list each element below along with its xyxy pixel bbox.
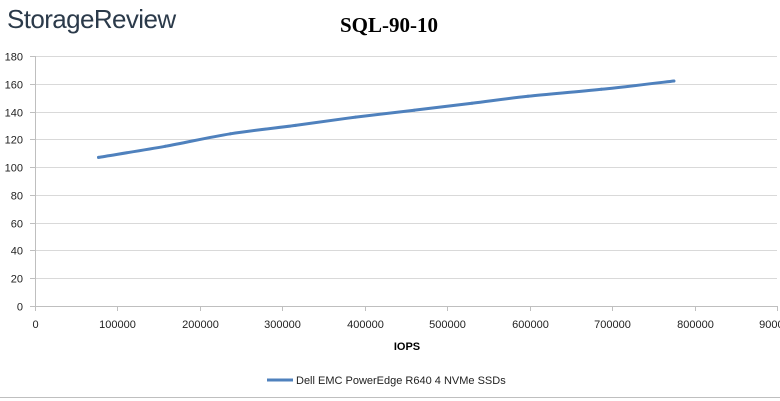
x-tick-label: 400000: [347, 319, 384, 331]
y-tick-label: 60: [11, 219, 23, 231]
data-point: [672, 79, 676, 83]
axes: [30, 56, 778, 311]
data-point: [97, 155, 100, 159]
legend-label: Dell EMC PowerEdge R640 4 NVMe SSDs: [296, 375, 506, 387]
y-tick-label: 100: [5, 163, 23, 175]
x-tick-label: 300000: [264, 319, 301, 331]
brand-logo: StorageReview: [7, 4, 176, 34]
x-tick-label: 900000: [759, 319, 780, 331]
x-tick-label: 600000: [512, 319, 549, 331]
y-tick-label: 80: [11, 191, 23, 203]
data-point: [228, 132, 232, 136]
y-tick-label: 160: [5, 80, 23, 92]
data-point: [354, 115, 358, 119]
y-tick-label: 40: [11, 246, 23, 258]
series-line: [97, 79, 676, 159]
x-tick-label: 200000: [182, 319, 219, 331]
gridlines: [35, 56, 777, 279]
x-tick-label: 0: [32, 319, 38, 331]
series-layer: [97, 79, 676, 159]
y-tick-label: 20: [11, 274, 23, 286]
y-tick-label: 140: [5, 108, 23, 120]
y-axis-ticks: 0 20 40 60 80 100 120 140 160 180: [5, 52, 23, 314]
x-tick-label: 800000: [677, 319, 714, 331]
data-point: [526, 94, 530, 98]
data-point: [470, 101, 474, 105]
y-tick-label: 0: [17, 302, 23, 314]
x-axis-label: IOPS: [394, 341, 420, 353]
x-tick-label: 500000: [429, 319, 466, 331]
legend: Dell EMC PowerEdge R640 4 NVMe SSDs: [267, 375, 506, 387]
data-point: [412, 108, 416, 112]
x-axis-ticks: 0 100000 200000 300000 400000 500000 600000 700…: [32, 319, 780, 331]
y-tick-label: 180: [5, 52, 23, 64]
data-point: [294, 123, 297, 127]
y-tick-label: 120: [5, 135, 23, 147]
x-tick-label: 700000: [594, 319, 631, 331]
data-point: [599, 87, 603, 91]
data-point: [163, 144, 167, 148]
chart-title: SQL-90-10: [340, 13, 438, 37]
x-tick-label: 100000: [99, 319, 136, 331]
